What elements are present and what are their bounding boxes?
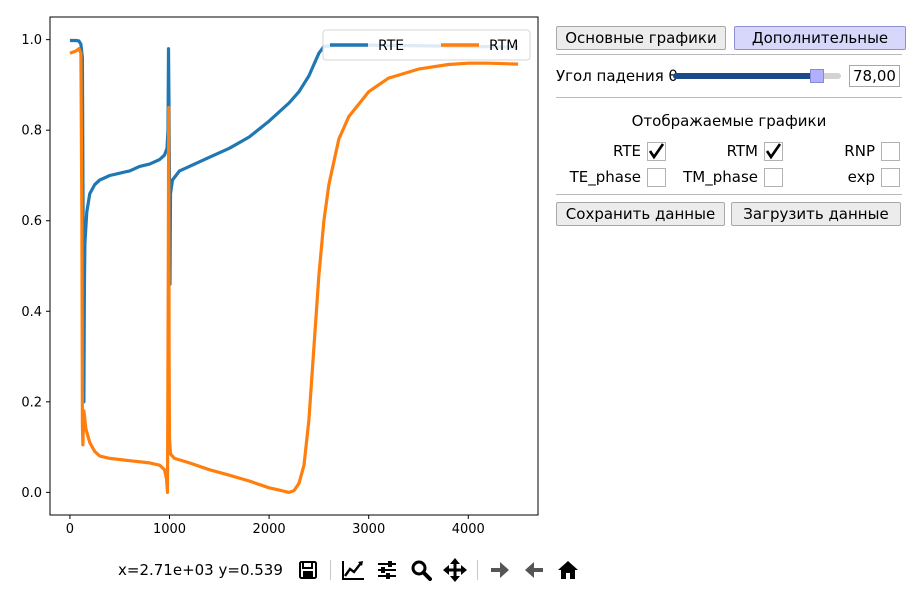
divider: [556, 97, 902, 98]
y-tick-label: 0.0: [21, 486, 42, 501]
checkbox-rnp[interactable]: [881, 142, 900, 161]
y-tick-label: 0.6: [21, 214, 42, 229]
x-tick-label: 1000: [153, 522, 186, 537]
checkbox-label-te-phase: TE_phase: [569, 168, 641, 186]
checkbox-label-exp: exp: [847, 168, 875, 186]
tab-main-graphs[interactable]: Основные графики: [556, 26, 726, 50]
y-tick-label: 0.8: [21, 124, 42, 139]
configure-subplots-icon[interactable]: [374, 557, 400, 583]
legend-label-rte: RTE: [378, 38, 404, 54]
legend-label-rtm: RTM: [489, 38, 518, 54]
y-tick-label: 0.4: [21, 305, 42, 320]
pan-icon[interactable]: [442, 557, 468, 583]
y-tick-label: 0.2: [21, 395, 42, 410]
line-chart: 0 1000 2000 3000 4000 0.0 0.2 0.4 0.6 0.8 1.0 RTE RT…: [21, 16, 539, 537]
axes-background: [50, 17, 538, 515]
checkbox-te-phase[interactable]: [647, 168, 666, 187]
axes-frame: [49, 16, 539, 516]
plot-area[interactable]: 0 1000 2000 3000 4000 0.0 0.2 0.4 0.6 0.8 1.0 RTE RT…: [0, 0, 545, 545]
plot-toolbar: x=2.71e+03 y=0.539: [118, 556, 581, 584]
y-tick-label: 1.0: [21, 33, 42, 48]
checkbox-label-rnp: RNP: [844, 142, 875, 160]
series-line-rtm: [69, 47, 519, 494]
tab-extra-graphs[interactable]: Дополнительные: [734, 26, 906, 50]
angle-label: Угол падения θ: [556, 67, 678, 85]
x-tick-label: 2000: [253, 522, 286, 537]
toolbar-separator: [329, 560, 331, 580]
x-tick-label: 4000: [452, 522, 485, 537]
checkbox-label-tm-phase: TM_phase: [683, 168, 758, 186]
checkbox-tm-phase[interactable]: [764, 168, 783, 187]
toolbar-separator: [476, 560, 478, 580]
checkbox-exp[interactable]: [881, 168, 900, 187]
forward-icon[interactable]: [487, 557, 513, 583]
angle-slider[interactable]: [673, 69, 841, 83]
divider: [556, 194, 902, 195]
legend-box: [322, 29, 531, 61]
home-icon[interactable]: [555, 557, 581, 583]
slider-fill: [673, 73, 819, 79]
graphs-heading: Отображаемые графики: [631, 112, 827, 130]
checkbox-rtm[interactable]: [764, 142, 783, 161]
back-icon[interactable]: [521, 557, 547, 583]
checkmark-icon: [765, 143, 782, 160]
slider-handle[interactable]: [810, 69, 824, 83]
x-tick-label: 0: [66, 522, 74, 537]
checkbox-label-rte: RTE: [613, 142, 641, 160]
checkmark-icon: [648, 143, 665, 160]
edit-axis-icon[interactable]: [340, 557, 366, 583]
divider: [556, 54, 902, 55]
checkbox-rte[interactable]: [647, 142, 666, 161]
load-data-button[interactable]: Загрузить данные: [731, 202, 901, 226]
angle-value-field[interactable]: 78,00: [849, 65, 900, 87]
series-line-rte: [69, 38, 519, 404]
x-tick-label: 3000: [352, 522, 385, 537]
zoom-icon[interactable]: [408, 557, 434, 583]
save-icon[interactable]: [295, 557, 321, 583]
checkbox-label-rtm: RTM: [726, 142, 758, 160]
save-data-button[interactable]: Сохранить данные: [556, 202, 725, 226]
cursor-coordinates: x=2.71e+03 y=0.539: [118, 561, 283, 579]
